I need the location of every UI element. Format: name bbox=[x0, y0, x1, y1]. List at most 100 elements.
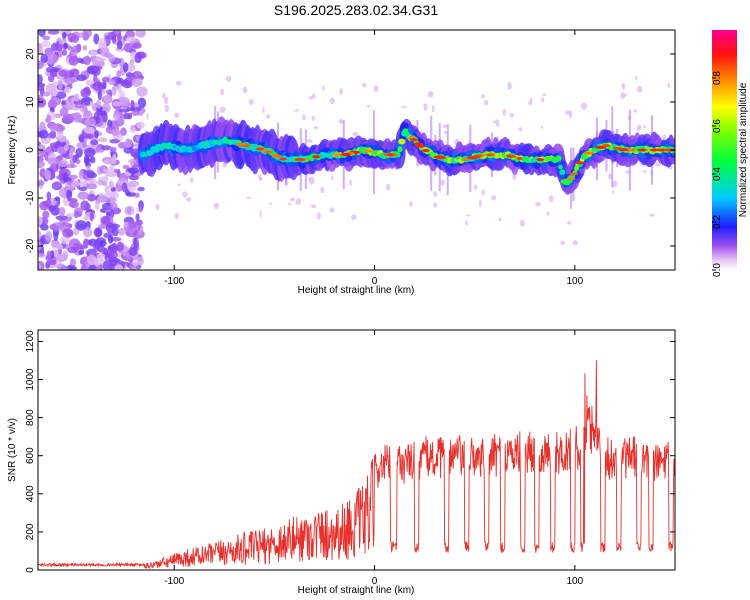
heatmap-cell bbox=[134, 52, 143, 64]
colorbar-tick-label: 0.8 bbox=[712, 71, 723, 85]
heatmap-cell bbox=[329, 97, 335, 105]
heatmap-cell bbox=[266, 114, 271, 119]
heatmap-cell bbox=[47, 30, 60, 35]
heatmap-cell bbox=[128, 180, 140, 187]
heatmap-cell bbox=[128, 220, 137, 230]
heatmap-cell bbox=[78, 170, 84, 180]
heatmap-cell bbox=[47, 132, 54, 139]
heatmap-cell bbox=[667, 82, 671, 89]
heatmap-cell bbox=[50, 106, 55, 113]
heatmap-cell bbox=[111, 128, 121, 136]
colorbar-gradient bbox=[712, 30, 737, 270]
heatmap-cell bbox=[433, 202, 438, 208]
heatmap-cell bbox=[106, 171, 118, 178]
heatmap-cell bbox=[164, 104, 170, 113]
heatmap-cell bbox=[612, 180, 618, 188]
heatmap-hotspot bbox=[311, 155, 321, 159]
heatmap-cell bbox=[104, 185, 110, 193]
snr-plot-area bbox=[38, 360, 675, 570]
heatmap-cell bbox=[331, 175, 334, 181]
heatmap-cell bbox=[339, 88, 343, 95]
x-tick-label: 0 bbox=[372, 276, 378, 287]
heatmap-cell bbox=[77, 191, 89, 200]
y-tick-label: -10 bbox=[25, 190, 36, 205]
heatmap-cell bbox=[42, 91, 51, 97]
heatmap-cell bbox=[189, 177, 194, 184]
heatmap-cell bbox=[495, 119, 500, 127]
heatmap-cell bbox=[491, 195, 497, 201]
heatmap-cell bbox=[62, 113, 74, 124]
heatmap-cell bbox=[155, 203, 160, 211]
heatmap-cell bbox=[58, 69, 68, 77]
heatmap-cell bbox=[42, 35, 51, 41]
heatmap-cell bbox=[128, 158, 137, 164]
heatmap-hotspot bbox=[294, 158, 301, 162]
heatmap-cell bbox=[481, 189, 485, 196]
heatmap-cell bbox=[38, 180, 45, 186]
heatmap-cell bbox=[62, 177, 73, 182]
heatmap-cell bbox=[38, 30, 46, 37]
heatmap-cell bbox=[93, 239, 101, 249]
heatmap-cell bbox=[45, 66, 58, 73]
heatmap-cell bbox=[65, 212, 77, 218]
heatmap-cell bbox=[112, 111, 120, 121]
heatmap-cell bbox=[82, 30, 93, 38]
heatmap-cell bbox=[70, 199, 76, 208]
heatmap-cell bbox=[133, 237, 139, 249]
heatmap-cell bbox=[136, 30, 142, 37]
heatmap-hotspot bbox=[663, 148, 672, 152]
heatmap-cell bbox=[39, 129, 49, 139]
heatmap-cell bbox=[93, 33, 100, 45]
heatmap-cell bbox=[84, 109, 91, 116]
heatmap-cell bbox=[83, 154, 90, 166]
heatmap-cell bbox=[83, 227, 93, 238]
heatmap-cell bbox=[89, 156, 96, 164]
colorbar-tick-label: 0.0 bbox=[712, 263, 723, 277]
heatmap-cell bbox=[137, 256, 145, 266]
heatmap-cell bbox=[322, 85, 325, 91]
heatmap-cell bbox=[51, 222, 62, 231]
heatmap-cell bbox=[55, 91, 67, 100]
heatmap-cell bbox=[130, 99, 135, 109]
heatmap-hotspot bbox=[637, 148, 647, 152]
heatmap-cell bbox=[120, 127, 127, 136]
heatmap-cell bbox=[92, 81, 105, 92]
heatmap-cell bbox=[423, 103, 428, 111]
heatmap-cell bbox=[302, 114, 306, 121]
heatmap-cell bbox=[116, 40, 123, 50]
heatmap-cell bbox=[110, 202, 118, 210]
x-tick-label: -100 bbox=[164, 576, 184, 587]
heatmap-cell bbox=[548, 195, 554, 203]
heatmap-cell bbox=[137, 186, 145, 192]
heatmap-cell bbox=[40, 223, 49, 231]
heatmap-cell bbox=[127, 167, 139, 174]
heatmap-cell bbox=[57, 160, 69, 167]
heatmap-cell bbox=[98, 195, 109, 203]
heatmap-cell bbox=[55, 215, 68, 221]
heatmap-cell bbox=[127, 112, 133, 120]
heatmap-cell bbox=[40, 40, 51, 48]
heatmap-cell bbox=[46, 115, 52, 123]
spectrogram-x-axis-label: Height of straight line (km) bbox=[298, 285, 415, 296]
heatmap-cell bbox=[185, 197, 192, 202]
heatmap-cell bbox=[63, 86, 72, 94]
heatmap-cell bbox=[103, 158, 116, 165]
heatmap-cell bbox=[73, 93, 80, 102]
heatmap-cell bbox=[138, 202, 144, 213]
heatmap-cell bbox=[58, 80, 63, 90]
heatmap-cell bbox=[269, 201, 272, 206]
heatmap-cell bbox=[288, 202, 291, 206]
heatmap-cell bbox=[385, 183, 391, 191]
heatmap-cell bbox=[86, 194, 97, 202]
heatmap-cell bbox=[49, 162, 59, 173]
heatmap-cell bbox=[135, 193, 140, 198]
heatmap-cell bbox=[38, 97, 47, 108]
heatmap-cell bbox=[100, 215, 111, 225]
heatmap-cell bbox=[135, 213, 140, 222]
heatmap-cell bbox=[507, 81, 512, 90]
heatmap-cell bbox=[473, 184, 478, 190]
heatmap-cell bbox=[90, 139, 99, 146]
heatmap-cell bbox=[51, 181, 62, 191]
